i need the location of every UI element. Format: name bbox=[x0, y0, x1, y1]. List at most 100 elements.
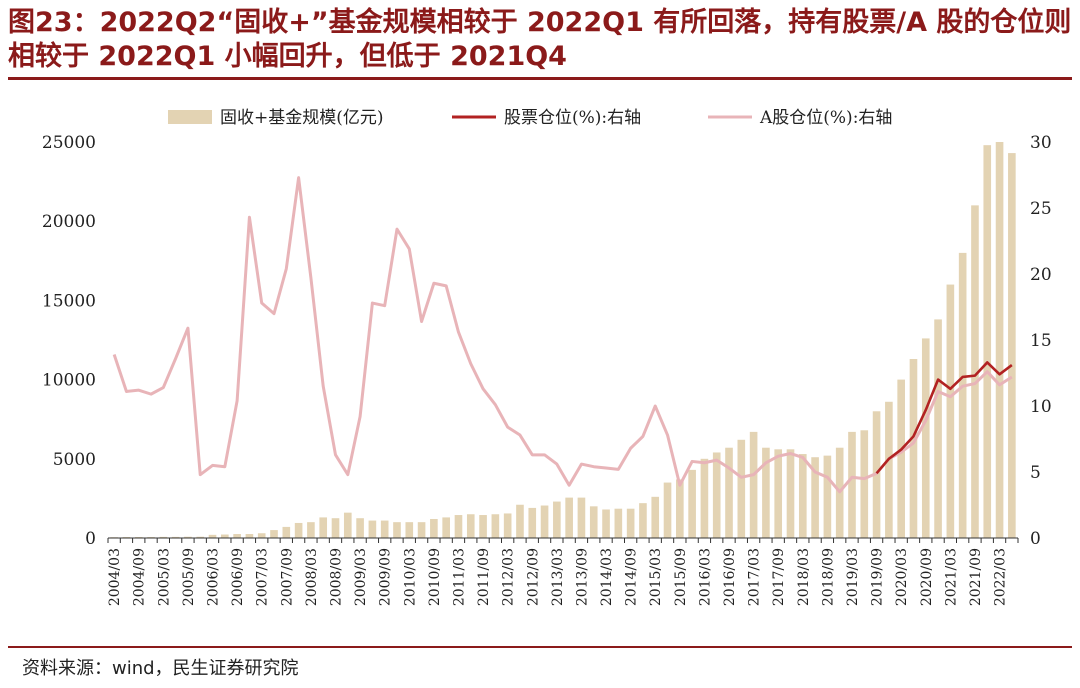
ashare-position-series bbox=[112, 176, 1013, 494]
x-tick-label: 2014/03 bbox=[599, 548, 615, 606]
x-tick-label: 2014/09 bbox=[624, 548, 640, 606]
chart: 固收+基金规模(亿元) 股票仓位(%):右轴 A股仓位(%):右轴 0 5000 1… bbox=[42, 108, 1052, 606]
title-divider bbox=[8, 77, 1072, 80]
bar bbox=[257, 533, 266, 538]
x-tick-label: 2006/09 bbox=[230, 548, 246, 606]
bar bbox=[159, 536, 168, 538]
x-tick-label: 2021/03 bbox=[943, 548, 959, 606]
y-left-tick-label: 5000 bbox=[53, 450, 96, 470]
bar bbox=[380, 520, 389, 538]
y-left-tick-label: 15000 bbox=[42, 291, 96, 311]
bar bbox=[934, 319, 942, 538]
x-tick-label: 2004/03 bbox=[107, 548, 123, 606]
bar bbox=[639, 503, 647, 538]
bar bbox=[983, 145, 992, 538]
bar bbox=[958, 252, 967, 538]
y-right-tick-label: 5 bbox=[1030, 463, 1041, 483]
bar bbox=[786, 449, 795, 538]
bar bbox=[503, 513, 512, 538]
bar bbox=[553, 501, 561, 538]
y-right-tick-label: 30 bbox=[1030, 133, 1052, 153]
x-tick-label: 2019/09 bbox=[870, 548, 886, 606]
y-right-tick-label: 0 bbox=[1030, 529, 1041, 549]
x-tick-label: 2021/09 bbox=[968, 548, 984, 606]
bar bbox=[712, 452, 721, 538]
bar bbox=[479, 515, 487, 538]
bar bbox=[343, 512, 352, 538]
x-tick-label: 2011/03 bbox=[451, 548, 467, 606]
bar bbox=[331, 518, 340, 538]
bar bbox=[663, 482, 672, 538]
source-note: 资料来源：wind，民生证券研究院 bbox=[22, 658, 299, 679]
x-tick-label: 2017/03 bbox=[747, 548, 763, 606]
y-left-tick-label: 25000 bbox=[42, 133, 96, 153]
legend-swatch-bar bbox=[168, 110, 212, 124]
bar bbox=[442, 517, 450, 538]
y-left-tick-label: 20000 bbox=[42, 212, 96, 232]
x-tick-label: 2013/09 bbox=[574, 548, 590, 606]
x-tick-label: 2010/03 bbox=[402, 548, 418, 606]
bar bbox=[971, 205, 979, 539]
bar bbox=[614, 508, 623, 538]
bar bbox=[946, 284, 955, 538]
page-title: 图23：2022Q2“固收+”基金规模相较于 2022Q1 有所回落，持有股票/… bbox=[8, 7, 1072, 72]
x-tick-label: 2011/09 bbox=[476, 548, 492, 606]
bar bbox=[762, 447, 770, 538]
bar bbox=[737, 439, 746, 538]
bar bbox=[700, 458, 709, 538]
y-right-tick-label: 10 bbox=[1030, 397, 1052, 417]
ashare-position-line bbox=[112, 176, 1013, 494]
x-tick-label: 2010/09 bbox=[427, 548, 443, 606]
legend-label-bar: 固收+基金规模(亿元) bbox=[220, 108, 384, 128]
x-tick-label: 2016/09 bbox=[722, 548, 738, 606]
bar bbox=[909, 359, 918, 538]
x-tick-label: 2009/09 bbox=[378, 548, 394, 606]
bar bbox=[565, 497, 573, 538]
legend-label-stock: 股票仓位(%):右轴 bbox=[504, 108, 641, 128]
bar bbox=[848, 431, 856, 538]
bar bbox=[749, 431, 758, 538]
bar bbox=[811, 457, 819, 538]
bar bbox=[430, 518, 438, 538]
bar bbox=[356, 518, 364, 538]
x-tick-label: 2004/09 bbox=[132, 548, 148, 606]
x-tick-label: 2012/03 bbox=[501, 548, 517, 606]
x-tick-label: 2015/09 bbox=[673, 548, 689, 606]
y-right-tick-label: 20 bbox=[1030, 265, 1052, 285]
x-tick-label: 2009/03 bbox=[353, 548, 369, 606]
x-tick-label: 2018/09 bbox=[820, 548, 836, 606]
y-right-tick-label: 15 bbox=[1030, 331, 1052, 351]
bar bbox=[516, 504, 524, 538]
bar bbox=[540, 505, 549, 538]
x-axis-ticks: 2004/03 2004/09 2005/03 2005/09 2006/03 2006/… bbox=[107, 538, 1019, 606]
bar-series bbox=[110, 142, 1016, 539]
bar bbox=[171, 536, 180, 538]
x-tick-label: 2019/03 bbox=[845, 548, 861, 606]
bar bbox=[245, 534, 254, 538]
x-tick-label: 2008/03 bbox=[304, 548, 320, 606]
bar bbox=[184, 536, 192, 538]
x-tick-label: 2005/09 bbox=[181, 548, 197, 606]
bar bbox=[798, 454, 807, 538]
legend-label-ashare: A股仓位(%):右轴 bbox=[759, 108, 892, 128]
x-tick-label: 2015/03 bbox=[648, 548, 664, 606]
footer-divider bbox=[8, 646, 1072, 648]
bar bbox=[270, 530, 278, 538]
bar bbox=[676, 479, 684, 538]
y-axis-right: 0 5 10 15 20 25 30 bbox=[1030, 133, 1052, 549]
x-tick-label: 2008/09 bbox=[329, 548, 345, 606]
bar bbox=[405, 522, 414, 538]
bar bbox=[1008, 153, 1016, 538]
bar bbox=[221, 534, 229, 538]
bar bbox=[860, 430, 869, 538]
y-left-tick-label: 0 bbox=[85, 529, 96, 549]
y-axis-left: 0 5000 10000 15000 20000 25000 bbox=[42, 133, 96, 549]
y-right-tick-label: 25 bbox=[1030, 199, 1052, 219]
bar bbox=[417, 522, 426, 538]
bar bbox=[885, 401, 893, 538]
x-tick-label: 2012/09 bbox=[525, 548, 541, 606]
x-tick-label: 2013/03 bbox=[550, 548, 566, 606]
bar bbox=[602, 509, 610, 538]
bar bbox=[774, 449, 783, 538]
stock-position-line bbox=[875, 361, 1013, 475]
